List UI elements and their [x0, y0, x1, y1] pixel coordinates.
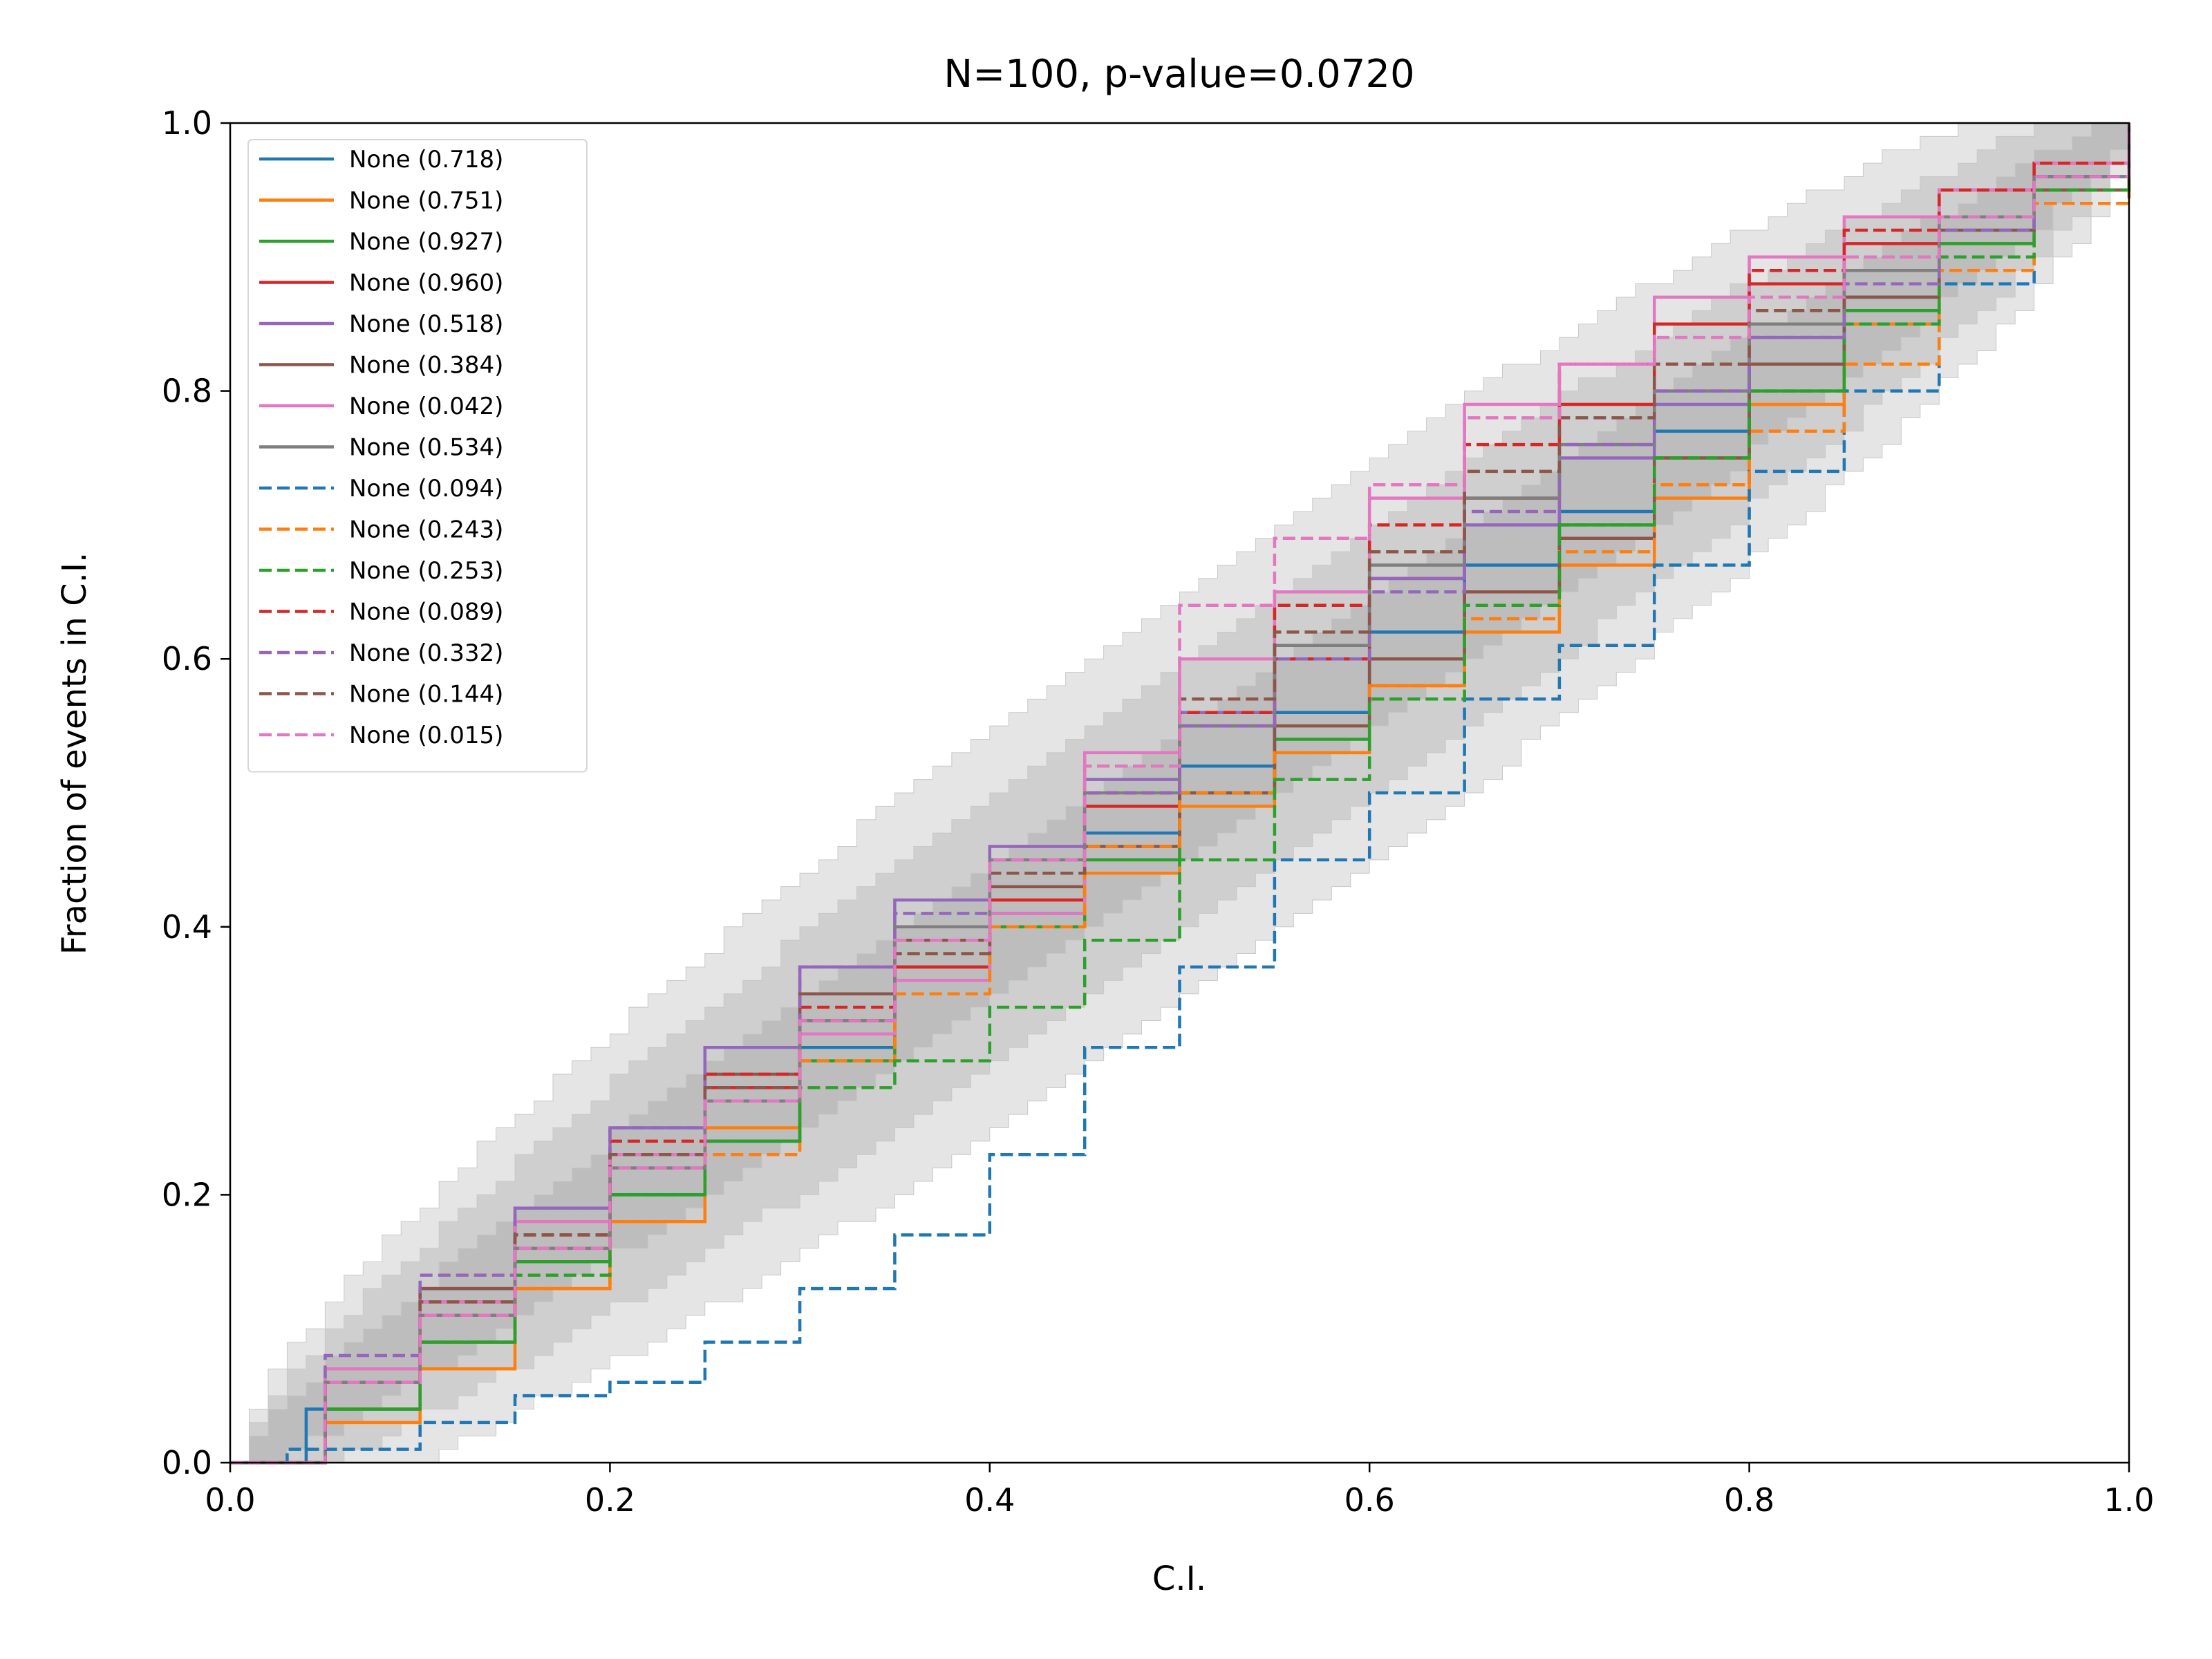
y-tick-label: 0.8 — [162, 373, 212, 410]
legend-entry-label: None (0.960) — [349, 270, 503, 297]
legend-entry-label: None (0.384) — [349, 352, 503, 379]
legend-entry-label: None (0.718) — [349, 146, 503, 174]
x-tick-label: 1.0 — [2103, 1481, 2154, 1519]
legend-entry-label: None (0.094) — [349, 475, 503, 503]
legend-box — [247, 139, 588, 773]
y-tick-label: 0.2 — [162, 1176, 212, 1213]
x-tick-label: 0.6 — [1344, 1481, 1395, 1519]
legend-entry-label: None (0.518) — [349, 310, 503, 338]
chart-title: N=100, p-value=0.0720 — [944, 52, 1414, 97]
x-tick-label: 0.0 — [205, 1481, 255, 1519]
x-tick-label: 0.4 — [964, 1481, 1015, 1519]
y-tick-label: 1.0 — [162, 104, 212, 142]
series-line-13 — [230, 123, 2131, 1465]
legend: None (0.718) None (0.751) None (0.927) None… — [247, 139, 588, 773]
series-line-15 — [230, 123, 2131, 1465]
x-axis-label: C.I. — [1152, 1559, 1206, 1598]
y-axis-label: Fraction of events in C.I. — [55, 552, 94, 955]
legend-entry-label: None (0.534) — [349, 434, 503, 462]
legend-entry-label: None (0.015) — [349, 722, 503, 749]
x-tick-label: 0.2 — [585, 1481, 635, 1519]
legend-entry-label: None (0.751) — [349, 187, 503, 215]
x-tick-label: 0.8 — [1724, 1481, 1774, 1519]
series-line-11 — [230, 123, 2131, 1465]
series-lines — [230, 123, 2131, 1465]
series-line-9 — [230, 123, 2131, 1465]
legend-entry-label: None (0.253) — [349, 557, 503, 585]
legend-entry-label: None (0.089) — [349, 599, 503, 626]
legend-entry-label: None (0.243) — [349, 516, 503, 544]
y-tick-label: 0.0 — [162, 1444, 212, 1481]
axis-ticks: 0.0 0.2 0.4 0.6 0.8 1.0 0.0 0.2 0.4 0.6 0.8 1.0 — [162, 104, 2155, 1519]
legend-entry-label: None (0.042) — [349, 393, 503, 420]
legend-entry-label: None (0.332) — [349, 639, 503, 667]
y-tick-label: 0.4 — [162, 908, 212, 946]
y-tick-label: 0.6 — [162, 640, 212, 677]
legend-entry-label: None (0.927) — [349, 228, 503, 256]
legend-entry-label: None (0.144) — [349, 681, 503, 709]
plot-frame — [229, 122, 2130, 1464]
